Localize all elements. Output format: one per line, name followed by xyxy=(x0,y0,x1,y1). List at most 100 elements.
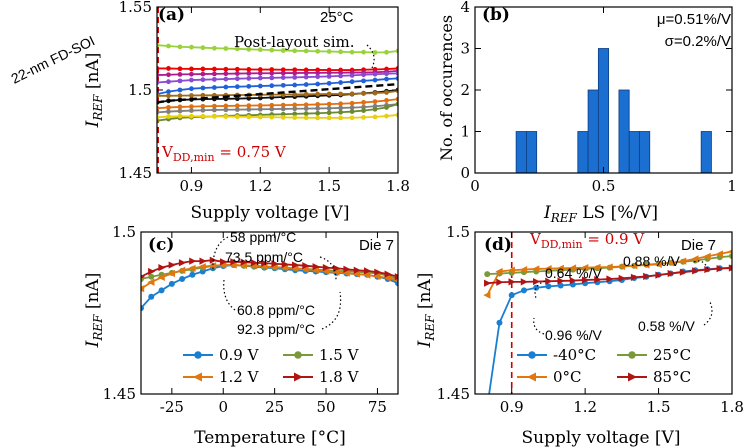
panel-a-data-point xyxy=(200,113,206,119)
panel-c-data-point xyxy=(199,257,207,265)
panel-d-data-point xyxy=(593,263,601,271)
panel-b-histogram-bar xyxy=(577,131,589,174)
panel-d-data-point xyxy=(630,273,639,281)
panel-a-data-point xyxy=(292,102,298,108)
panel-a-data-point xyxy=(234,96,240,102)
panel-d-data-point xyxy=(484,271,491,278)
panel-c-xtick-label: 50 xyxy=(316,398,335,416)
panel-a-data-point xyxy=(269,67,275,72)
panel-a-data-point xyxy=(234,76,240,82)
panel-a-data-point xyxy=(166,43,171,49)
panel-a-data-point xyxy=(223,76,229,82)
panel-a-data-point xyxy=(246,95,252,101)
panel-a-data-point xyxy=(166,114,171,119)
panel-a-data-point xyxy=(372,114,378,120)
panel-d-data-point xyxy=(581,264,589,272)
panel-c-data-point xyxy=(240,258,248,266)
panel-a-xtick-label: 1.2 xyxy=(248,177,272,195)
panel-c-data-point xyxy=(353,266,361,274)
panel-d-data-point xyxy=(484,404,490,410)
panel-a-data-point xyxy=(361,114,366,120)
panel-c-data-point xyxy=(178,259,187,267)
panel-c-data-point xyxy=(141,285,145,293)
panel-d-data-point xyxy=(581,276,590,284)
panel-d-series-0-C xyxy=(483,249,732,299)
panel-a-data-point xyxy=(349,115,355,121)
panel-c-data-point xyxy=(383,274,391,282)
panel-a-data-point xyxy=(361,72,366,78)
panel-d-data-point xyxy=(557,282,564,289)
panel-b-ytick-label: 2 xyxy=(460,81,470,99)
panel-b-mu: μ=0.51%/V xyxy=(657,11,731,28)
panel-a-data-point xyxy=(315,110,321,116)
panel-c-data-point xyxy=(322,267,330,275)
panel-c-data-point xyxy=(148,267,156,276)
panel-d-data-point xyxy=(507,266,515,274)
panel-a-data-point xyxy=(246,83,252,89)
panel-c-data-point xyxy=(271,260,279,268)
panel-c-data-point xyxy=(198,263,206,271)
panel-c-data-point xyxy=(188,264,196,272)
panel-a-data-point xyxy=(234,107,240,112)
panel-a-data-point xyxy=(384,76,389,82)
panel-a-data-point xyxy=(223,46,229,51)
panel-c-annot-2: 73.5 ppm/°C xyxy=(225,249,303,265)
panel-b-sigma: σ=0.2%/V xyxy=(665,33,731,50)
panel-a-data-point xyxy=(189,93,194,98)
panel-d-data-point xyxy=(716,265,724,273)
panel-a-data-point xyxy=(200,85,206,91)
panel-a-data-point xyxy=(372,50,378,55)
panel-a-data-point xyxy=(326,101,332,107)
panel-d-legend-marker xyxy=(628,372,637,382)
panel-d-data-point xyxy=(545,283,552,290)
panel-d-data-point xyxy=(556,264,564,272)
panel-a-series-line xyxy=(157,70,398,76)
panel-a-data-point xyxy=(269,47,275,53)
panel-c-label: (c) xyxy=(148,235,174,255)
panel-a-data-point xyxy=(280,75,286,80)
panel-a-data-point xyxy=(361,49,366,55)
panel-d-data-point xyxy=(508,292,515,299)
panel-d-data-point xyxy=(545,277,553,285)
panel-a-data-point xyxy=(326,91,332,97)
panel-c-legend-marker xyxy=(193,372,202,382)
panel-b-ytick-label: 0 xyxy=(460,164,470,182)
panel-a-data-point xyxy=(384,90,389,95)
panel-a-data-point xyxy=(372,106,378,112)
panel-d-data-point xyxy=(655,271,663,279)
panel-a-data-point xyxy=(189,44,194,50)
panel-d-data-point xyxy=(520,278,528,286)
panel-c-data-point xyxy=(373,272,381,280)
panel-a-data-point xyxy=(326,110,332,116)
panel-c-data-point xyxy=(302,262,310,270)
panel-d-xtick-label: 1.8 xyxy=(720,398,744,416)
panel-c-data-point xyxy=(230,258,238,266)
panel-c-series-1-2-V xyxy=(141,261,398,293)
panel-a-data-point xyxy=(200,92,206,98)
panel-d-data-point xyxy=(691,255,699,263)
panel-a-data-point xyxy=(257,83,263,89)
panel-a-ytick-label: 1.5 xyxy=(128,81,152,99)
panel-a-data-point xyxy=(257,103,263,108)
panel-c-annot-4: 92.3 ppm/°C xyxy=(237,321,315,337)
panel-a-data-point xyxy=(372,90,378,96)
panel-c-xtick-label: 75 xyxy=(368,398,387,416)
panel-d-data-point xyxy=(703,252,711,260)
panel-a-data-point xyxy=(269,83,275,89)
panel-d-data-point xyxy=(728,249,732,254)
panel-d-data-point xyxy=(519,265,528,274)
panel-d-data-point xyxy=(557,277,565,285)
panel-a-data-point xyxy=(280,70,286,76)
panel-a-data-point xyxy=(234,66,240,72)
panel-a-data-point xyxy=(280,106,286,112)
panel-a-data-point xyxy=(257,70,263,76)
panel-a-data-point xyxy=(361,100,366,105)
panel-c-temperature-chart: -25 0 25 50 75 1.45 1.5 (c) Die 7 58 ppm/°C 73… xyxy=(83,223,399,448)
panel-a-data-point xyxy=(315,115,321,121)
panel-a-data-point xyxy=(326,115,332,121)
panel-a-label: (a) xyxy=(158,5,185,25)
panel-a-data-point xyxy=(166,72,171,78)
panel-a-data-point xyxy=(292,74,298,80)
panel-c-frame xyxy=(140,231,399,395)
panel-d-series--40-C xyxy=(484,264,732,410)
